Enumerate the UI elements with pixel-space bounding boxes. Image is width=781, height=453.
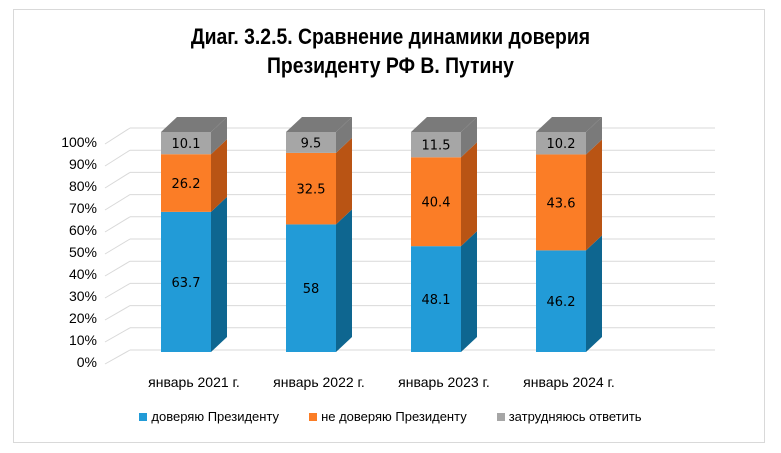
legend-label: не доверяю Президенту — [321, 409, 467, 424]
legend-item: доверяю Президенту — [139, 409, 279, 424]
x-category-label: январь 2022 г. — [273, 374, 365, 390]
data-label: 10.1 — [172, 137, 201, 152]
data-label: 9.5 — [301, 136, 322, 151]
bar-side — [336, 117, 352, 153]
bar-top — [536, 117, 602, 132]
gridline-side — [104, 260, 131, 277]
bar-top — [286, 117, 352, 132]
gridline-side — [104, 127, 131, 145]
y-tick-label: 0% — [77, 354, 97, 370]
legend-swatch — [139, 412, 148, 421]
gridline-side — [104, 149, 131, 167]
bar-segment — [161, 211, 211, 352]
bar-side — [211, 117, 227, 155]
y-tick-label: 20% — [69, 310, 97, 326]
gridline-side — [104, 216, 131, 233]
y-tick-label: 50% — [69, 244, 97, 260]
y-tick-label: 90% — [69, 156, 97, 172]
bar-side — [211, 196, 227, 352]
gridline-side — [104, 194, 131, 211]
bar-segment — [161, 154, 211, 212]
data-label: 11.5 — [422, 139, 451, 154]
bar-side — [336, 209, 352, 352]
bar-side — [461, 142, 477, 247]
y-tick-label: 30% — [69, 288, 97, 304]
gridline-side — [104, 327, 131, 343]
data-label: 10.2 — [547, 137, 576, 152]
bar-side — [586, 139, 602, 251]
y-tick-label: 10% — [69, 332, 97, 348]
bar-segment — [286, 152, 336, 225]
legend-label: доверяю Президенту — [151, 409, 280, 424]
bar-side — [461, 231, 477, 352]
legend: доверяю Президенту не доверяю Президенту з… — [0, 409, 781, 424]
chart-title: Диаг. 3.2.5. Сравнение динамики доверия … — [47, 22, 734, 80]
y-tick-label: 80% — [69, 178, 97, 194]
data-label: 40.4 — [422, 196, 451, 211]
legend-swatch — [309, 412, 318, 421]
data-label: 63.7 — [172, 276, 201, 291]
bar-segment — [411, 157, 461, 247]
data-label: 32.5 — [297, 183, 326, 198]
bar-segment — [536, 154, 586, 251]
bar-side — [586, 235, 602, 352]
bar-segment — [536, 132, 586, 155]
bar-side — [461, 117, 477, 158]
y-tick-label: 100% — [61, 134, 97, 150]
bar-segment — [411, 132, 461, 158]
data-label: 58 — [303, 282, 320, 297]
bar-segment — [161, 132, 211, 155]
bar-segment — [286, 132, 336, 153]
y-tick-label: 40% — [69, 266, 97, 282]
gridline-side — [104, 305, 131, 321]
data-label: 26.2 — [172, 177, 201, 192]
legend-label: затрудняюсь ответить — [508, 409, 642, 424]
bar-top — [161, 117, 227, 132]
y-tick-label: 60% — [69, 222, 97, 238]
legend-swatch — [496, 412, 505, 421]
x-category-label: январь 2024 г. — [523, 374, 615, 390]
bar-side — [211, 139, 227, 212]
bar-top — [411, 117, 477, 132]
gridline-side — [104, 349, 131, 365]
y-tick-label: 70% — [69, 200, 97, 216]
title-line-2: Президенту РФ В. Путину — [266, 53, 514, 78]
bar-segment — [536, 250, 586, 352]
title-line-1: Диаг. 3.2.5. Сравнение динамики доверия — [190, 24, 591, 49]
bar-side — [336, 137, 352, 225]
gridline-side — [104, 171, 131, 189]
chart-frame — [13, 9, 765, 443]
gridline-side — [104, 238, 131, 255]
legend-item: не доверяю Президенту — [309, 409, 467, 424]
legend-item: затрудняюсь ответить — [496, 409, 642, 424]
bar-segment — [286, 224, 336, 352]
bar-segment — [411, 246, 461, 352]
data-label: 43.6 — [547, 196, 576, 211]
bar-side — [586, 117, 602, 155]
x-category-label: январь 2021 г. — [148, 374, 240, 390]
x-category-label: январь 2023 г. — [398, 374, 490, 390]
data-label: 46.2 — [547, 295, 576, 310]
data-label: 48.1 — [422, 293, 451, 308]
gridline-side — [104, 282, 131, 299]
